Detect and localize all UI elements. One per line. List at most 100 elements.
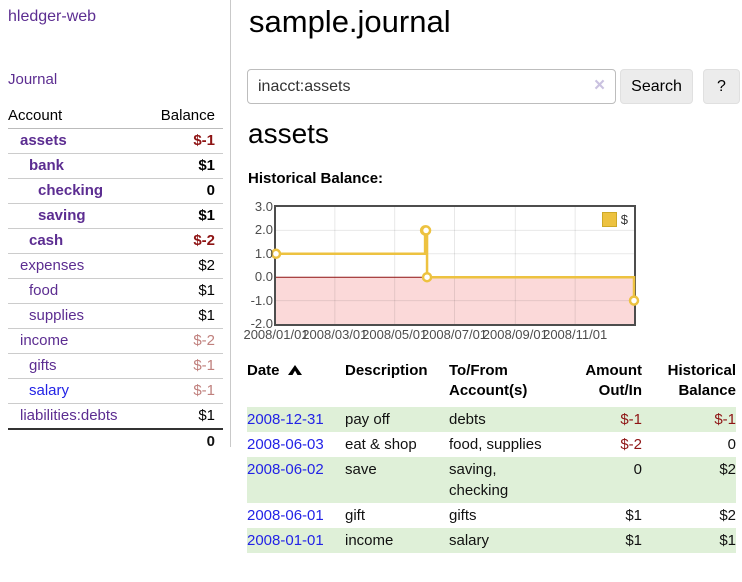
transaction-amount: $1 <box>625 507 642 524</box>
account-balance: $1 <box>145 303 223 329</box>
page-title: sample.journal <box>249 4 451 39</box>
negative-region <box>276 277 634 324</box>
transaction-accounts: saving, checking <box>449 461 509 499</box>
account-tree-body: assets $-1 bank $1 checking 0 saving $1 cash $-2 e… <box>8 128 223 430</box>
transaction-date-link[interactable]: 2008-12-31 <box>247 411 324 428</box>
account-row: expenses $2 <box>8 253 223 279</box>
transaction-date-link[interactable]: 2008-06-03 <box>247 436 324 453</box>
legend-swatch <box>601 212 617 227</box>
description-column-header: Description <box>345 362 428 379</box>
transaction-balance: $1 <box>719 532 736 549</box>
account-balance: $2 <box>145 253 223 279</box>
transaction-description: save <box>345 461 377 478</box>
account-row: gifts $-1 <box>8 353 223 379</box>
account-row: income $-2 <box>8 328 223 354</box>
y-axis-tick-label: 3.0 <box>254 199 273 214</box>
y-axis-tick-label: -1.0 <box>250 292 273 308</box>
account-link[interactable]: salary <box>29 382 70 399</box>
register-table: Date Description To/From Account(s) Amou… <box>247 357 736 553</box>
balance-column-header-register: Historical Balance <box>667 362 736 399</box>
app-brand-link[interactable]: hledger-web <box>8 8 97 25</box>
transaction-accounts: gifts <box>449 507 477 524</box>
account-link[interactable]: expenses <box>20 257 85 274</box>
date-column-header[interactable]: Date <box>247 357 345 407</box>
account-balance: $1 <box>145 278 223 304</box>
transaction-amount: $1 <box>625 532 642 549</box>
balance-column-header: Balance <box>145 104 223 129</box>
y-axis-tick-label: 2.0 <box>254 222 273 238</box>
account-balance: $-1 <box>145 128 223 154</box>
data-point-marker <box>628 295 640 306</box>
transaction-amount: 0 <box>633 461 642 478</box>
transaction-date-link[interactable]: 2008-01-01 <box>247 532 324 549</box>
transaction-date-link[interactable]: 2008-06-02 <box>247 461 324 478</box>
amount-column-header: Amount Out/In <box>585 362 642 399</box>
account-balance: $-1 <box>145 378 223 404</box>
account-link[interactable]: checking <box>38 182 104 199</box>
transaction-description: income <box>345 532 394 549</box>
account-row: saving $1 <box>8 203 223 229</box>
transaction-date-link[interactable]: 2008-06-01 <box>247 507 324 524</box>
transaction-balance: $2 <box>719 507 736 524</box>
account-row: supplies $1 <box>8 303 223 329</box>
account-row: food $1 <box>8 278 223 304</box>
account-link[interactable]: liabilities:debts <box>20 407 118 424</box>
account-balance: $1 <box>145 203 223 229</box>
account-balance: $-2 <box>145 228 223 254</box>
register-row: 2008-06-02 save saving, checking 0 $2 <box>247 457 736 503</box>
transaction-balance: $-1 <box>714 411 736 428</box>
legend-label: $ <box>620 212 628 227</box>
account-link[interactable]: gifts <box>29 357 57 374</box>
transaction-amount: $-1 <box>620 411 642 428</box>
register-row: 2008-06-03 eat & shop food, supplies $-2 0 <box>247 432 736 457</box>
help-button[interactable]: ? <box>703 69 740 104</box>
account-row: cash $-2 <box>8 228 223 254</box>
chart-plot-area: $ <box>270 205 640 326</box>
account-balance: 0 <box>145 178 223 204</box>
sort-ascending-icon <box>287 365 302 375</box>
account-column-header: Account <box>8 104 146 129</box>
transaction-accounts: salary <box>449 532 490 549</box>
x-axis-tick-label: 2008/03/01 <box>302 327 368 342</box>
account-row: liabilities:debts $1 <box>8 403 223 430</box>
transaction-description: pay off <box>345 411 390 428</box>
account-link[interactable]: food <box>29 282 59 299</box>
account-balance: $1 <box>145 153 223 179</box>
search-input[interactable] <box>247 69 616 104</box>
account-link[interactable]: assets <box>20 132 67 149</box>
register-row: 2008-06-01 gift gifts $1 $2 <box>247 503 736 528</box>
register-row: 2008-01-01 income salary $1 $1 <box>247 528 736 553</box>
x-axis-tick-label: 2008/11/01 <box>543 327 608 342</box>
transaction-accounts: debts <box>449 411 486 428</box>
account-tree-header-row: Account Balance <box>8 104 223 129</box>
account-link[interactable]: cash <box>29 232 64 249</box>
x-axis-tick-label: 2008/05/01 <box>362 327 428 342</box>
chart-legend: $ <box>599 211 630 228</box>
account-row: bank $1 <box>8 153 223 179</box>
transaction-accounts: food, supplies <box>449 436 542 453</box>
x-axis-tick-label: 2008/09/01 <box>482 327 548 342</box>
date-header-label: Date <box>247 362 280 379</box>
account-row: assets $-1 <box>8 128 223 154</box>
clear-search-icon[interactable]: × <box>594 75 606 96</box>
search-button[interactable]: Search <box>620 69 693 104</box>
x-axis-tick-label: 2008/01/01 <box>243 327 309 342</box>
y-axis-tick-label: 1.0 <box>254 245 273 261</box>
transaction-description: gift <box>345 507 366 524</box>
y-axis-tick-label: 0.0 <box>254 269 273 285</box>
sidebar: hledger-web Journal Account Balance asse… <box>0 0 231 454</box>
account-link[interactable]: income <box>20 332 69 349</box>
account-link[interactable]: supplies <box>29 307 85 324</box>
data-point-marker <box>270 248 282 260</box>
account-link[interactable]: bank <box>29 157 65 174</box>
account-balance: $-1 <box>145 353 223 379</box>
account-heading: assets <box>248 118 329 149</box>
nav-journal-link[interactable]: Journal <box>8 71 58 88</box>
account-link[interactable]: saving <box>38 207 86 224</box>
account-balance: $1 <box>145 403 223 430</box>
register-row: 2008-12-31 pay off debts $-1 $-1 <box>247 407 736 432</box>
transaction-description: eat & shop <box>345 436 417 453</box>
transaction-balance: $2 <box>719 461 736 478</box>
historical-balance-chart: $ 3.0 2.0 1.0 0.0 -1.0 -2.0 2008/01/01 2008/03/… <box>243 199 727 350</box>
